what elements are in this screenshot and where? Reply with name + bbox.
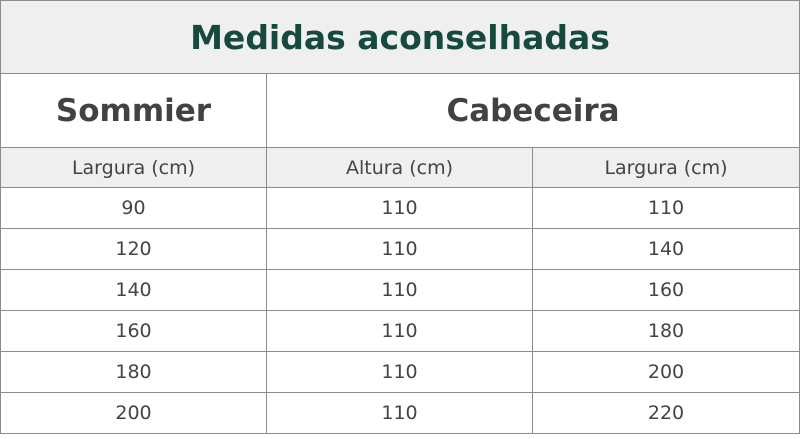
- table-row: 160 110 180: [0, 310, 800, 352]
- table-cell: 90: [0, 187, 267, 229]
- table-cell: 110: [531, 187, 800, 229]
- table-cell: 160: [0, 310, 267, 352]
- table-row: 180 110 200: [0, 351, 800, 393]
- table-cell: 180: [0, 351, 267, 393]
- table-cell: 110: [266, 392, 533, 434]
- table-cell: 110: [266, 228, 533, 270]
- column-header: Largura (cm): [0, 147, 267, 188]
- table-cell: 110: [266, 187, 533, 229]
- table-row: 120 110 140: [0, 228, 800, 270]
- table-cell: 140: [531, 228, 800, 270]
- column-header: Largura (cm): [531, 147, 800, 188]
- table-cell: 180: [531, 310, 800, 352]
- column-header: Altura (cm): [266, 147, 533, 188]
- table-title: Medidas aconselhadas: [0, 0, 800, 74]
- group-header-sommier: Sommier: [0, 73, 267, 148]
- table-cell: 110: [266, 269, 533, 311]
- table-row: 140 110 160: [0, 269, 800, 311]
- table-cell: 140: [0, 269, 267, 311]
- table-cell: 200: [531, 351, 800, 393]
- table-row: 90 110 110: [0, 187, 800, 229]
- group-header-cabeceira: Cabeceira: [265, 73, 800, 148]
- table-cell: 120: [0, 228, 267, 270]
- table-cell: 160: [531, 269, 800, 311]
- table-cell: 220: [531, 392, 800, 434]
- table-cell: 110: [266, 351, 533, 393]
- table-cell: 110: [266, 310, 533, 352]
- table-row: 200 110 220: [0, 392, 800, 434]
- table-cell: 200: [0, 392, 267, 434]
